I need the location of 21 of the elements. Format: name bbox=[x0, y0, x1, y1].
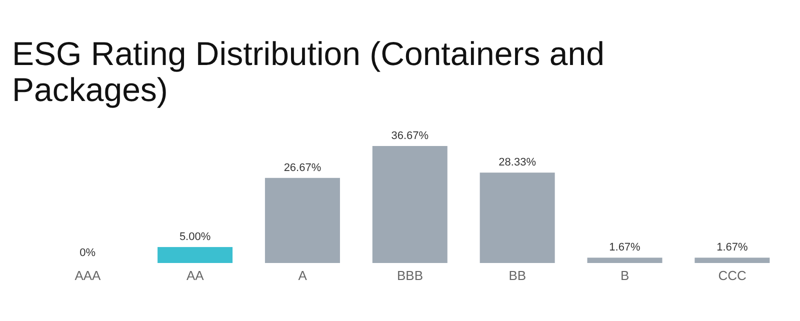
x-tick-label: CCC bbox=[718, 268, 746, 284]
x-tick-label: AA bbox=[186, 268, 204, 284]
bar bbox=[694, 258, 770, 263]
bar bbox=[264, 178, 340, 263]
data-label: 1.67% bbox=[716, 242, 748, 254]
x-tick-label: A bbox=[298, 268, 308, 284]
x-tick-label: BBB bbox=[396, 268, 424, 284]
data-label: 28.33% bbox=[498, 156, 536, 169]
bar bbox=[480, 172, 555, 263]
chart-title: ESG Rating Distribution (Containers and Packages) bbox=[11, 34, 606, 108]
data-label: 1.67% bbox=[609, 242, 641, 254]
x-tick-label: AAA bbox=[74, 268, 102, 284]
data-label: 36.67% bbox=[391, 130, 429, 142]
bar bbox=[372, 146, 448, 263]
x-tick-label: BB bbox=[508, 268, 526, 284]
data-label: 0% bbox=[80, 247, 96, 259]
bar bbox=[587, 258, 662, 263]
bar bbox=[158, 247, 233, 263]
x-tick-label: B bbox=[620, 268, 630, 284]
data-label: 5.00% bbox=[179, 231, 211, 244]
data-label: 26.67% bbox=[284, 162, 322, 174]
